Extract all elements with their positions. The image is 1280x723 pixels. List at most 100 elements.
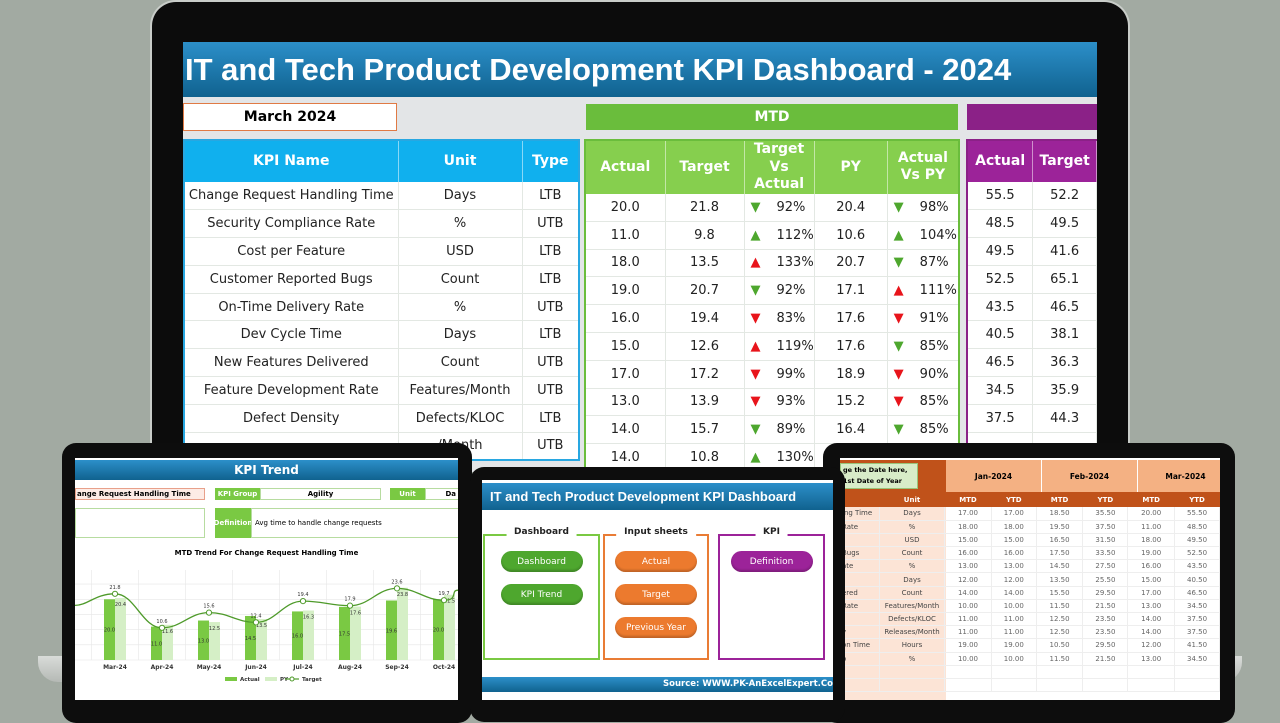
empty-cell[interactable]	[879, 678, 946, 693]
value-cell[interactable]: 17.50	[1036, 546, 1084, 561]
sub-header: MTD	[944, 492, 992, 507]
value-cell[interactable]: 15.00	[944, 533, 992, 548]
value-cell[interactable]: 25.50	[1082, 572, 1129, 587]
value-cell[interactable]: 19.00	[991, 638, 1037, 653]
value-cell[interactable]: 11.00	[944, 625, 992, 640]
value-cell[interactable]: 11.50	[1036, 599, 1084, 614]
value-cell[interactable]: 14.00	[1127, 625, 1176, 640]
value-cell[interactable]: 52.50	[1174, 546, 1220, 561]
value-cell[interactable]: 15.50	[1036, 586, 1084, 600]
value-cell[interactable]: 31.50	[1082, 533, 1129, 548]
value-cell[interactable]: 10.50	[1036, 638, 1084, 653]
value-cell[interactable]: 49.50	[1174, 533, 1220, 548]
value-cell[interactable]: 18.00	[944, 520, 992, 534]
nav-button-previous-year[interactable]: Previous Year	[615, 617, 697, 638]
value-cell[interactable]: 46.50	[1174, 586, 1220, 600]
value-cell[interactable]: 21.50	[1082, 599, 1129, 614]
value-cell[interactable]: 14.00	[1127, 612, 1176, 627]
value-cell[interactable]: 13.00	[1127, 599, 1176, 614]
value-cell[interactable]: 10.00	[991, 652, 1037, 666]
value-cell[interactable]: 12.00	[1127, 638, 1176, 653]
value-cell[interactable]: 23.50	[1082, 612, 1129, 627]
unit: Releases/Month	[879, 625, 946, 640]
value-cell[interactable]: 34.50	[1174, 599, 1220, 614]
value-cell[interactable]: 13.00	[991, 559, 1037, 574]
value-cell[interactable]: 17.00	[1127, 586, 1176, 600]
empty-cell[interactable]	[944, 678, 992, 693]
value-cell[interactable]: 19.00	[1127, 546, 1176, 561]
month-selector[interactable]: March 2024	[183, 103, 397, 131]
value-cell[interactable]: 48.50	[1174, 520, 1220, 534]
value-cell[interactable]: 21.50	[1082, 652, 1129, 666]
empty-cell[interactable]	[1036, 665, 1084, 679]
value-cell[interactable]: 12.00	[991, 572, 1037, 587]
empty-cell[interactable]	[991, 678, 1037, 693]
value-cell[interactable]: 15.00	[1127, 572, 1176, 587]
value-cell[interactable]: 11.00	[991, 612, 1037, 627]
value-cell[interactable]: 14.00	[991, 586, 1037, 600]
value-cell[interactable]: 14.00	[944, 586, 992, 600]
value-cell[interactable]: 12.50	[1036, 612, 1084, 627]
empty-cell[interactable]	[991, 665, 1037, 679]
value-cell[interactable]: 11.50	[1036, 652, 1084, 666]
value-cell[interactable]: 10.00	[944, 652, 992, 666]
value-cell[interactable]: 41.50	[1174, 638, 1220, 653]
value-cell[interactable]: 40.50	[1174, 572, 1220, 587]
value-cell[interactable]: 55.50	[1174, 507, 1220, 521]
value-cell[interactable]: 12.50	[1036, 625, 1084, 640]
empty-cell[interactable]	[944, 665, 992, 679]
value-cell[interactable]: 17.00	[991, 507, 1037, 521]
value-cell[interactable]: 10.00	[944, 599, 992, 614]
empty-cell[interactable]	[1127, 678, 1176, 693]
value-cell[interactable]: 13.00	[944, 559, 992, 574]
value-cell[interactable]: 17.00	[944, 507, 992, 521]
value-cell[interactable]: 37.50	[1174, 625, 1220, 640]
value-cell[interactable]: 16.00	[991, 546, 1037, 561]
nav-button-kpi-trend[interactable]: KPI Trend	[500, 584, 583, 605]
value-cell[interactable]: 13.50	[1036, 572, 1084, 587]
empty-cell[interactable]	[1082, 678, 1129, 693]
value-cell[interactable]: 23.50	[1082, 625, 1129, 640]
value-cell[interactable]: 34.50	[1174, 652, 1220, 666]
value-cell[interactable]: 16.00	[1127, 559, 1176, 574]
empty-cell[interactable]	[1036, 678, 1084, 693]
kpi-name-select[interactable]: ange Request Handling Time	[75, 488, 205, 500]
value-cell[interactable]: 12.00	[944, 572, 992, 587]
nav-button-definition[interactable]: Definition	[730, 551, 813, 572]
value-cell[interactable]: 33.50	[1082, 546, 1129, 561]
empty-cell[interactable]	[1082, 665, 1129, 679]
empty-cell[interactable]	[1127, 665, 1176, 679]
value-cell[interactable]: 10.00	[991, 599, 1037, 614]
mtd-avp: ▼ 85%	[887, 332, 960, 361]
value-cell[interactable]: 11.00	[944, 612, 992, 627]
value-cell[interactable]: 19.00	[944, 638, 992, 653]
value-cell[interactable]: 20.00	[1127, 507, 1176, 521]
value-cell[interactable]: 43.50	[1174, 559, 1220, 574]
value-cell[interactable]: 37.50	[1174, 612, 1220, 627]
value-cell[interactable]: 29.50	[1082, 638, 1129, 653]
value-cell[interactable]: 16.50	[1036, 533, 1084, 548]
empty-cell[interactable]	[1174, 665, 1220, 679]
nav-button-dashboard[interactable]: Dashboard	[500, 551, 583, 572]
value-cell[interactable]: 18.00	[991, 520, 1037, 534]
value-cell[interactable]: 18.00	[1127, 533, 1176, 548]
empty-cell[interactable]	[840, 665, 880, 679]
value-cell[interactable]: 16.00	[944, 546, 992, 561]
value-cell[interactable]: 11.00	[1127, 520, 1176, 534]
value-cell[interactable]: 13.00	[1127, 652, 1176, 666]
value-cell[interactable]: 37.50	[1082, 520, 1129, 534]
empty-cell[interactable]	[1174, 678, 1220, 693]
nav-button-actual[interactable]: Actual	[615, 551, 697, 572]
value-cell[interactable]: 29.50	[1082, 586, 1129, 600]
value-cell[interactable]: 19.50	[1036, 520, 1084, 534]
value-cell[interactable]: 14.50	[1036, 559, 1084, 574]
value-cell[interactable]: 35.50	[1082, 507, 1129, 521]
empty-cell[interactable]	[879, 665, 946, 679]
empty-cell[interactable]	[840, 678, 880, 693]
value-cell[interactable]: 27.50	[1082, 559, 1129, 574]
nav-button-target[interactable]: Target	[615, 584, 697, 605]
value-cell[interactable]: 15.00	[991, 533, 1037, 548]
unit: Days	[879, 572, 946, 587]
value-cell[interactable]: 11.00	[991, 625, 1037, 640]
value-cell[interactable]: 18.50	[1036, 507, 1084, 521]
